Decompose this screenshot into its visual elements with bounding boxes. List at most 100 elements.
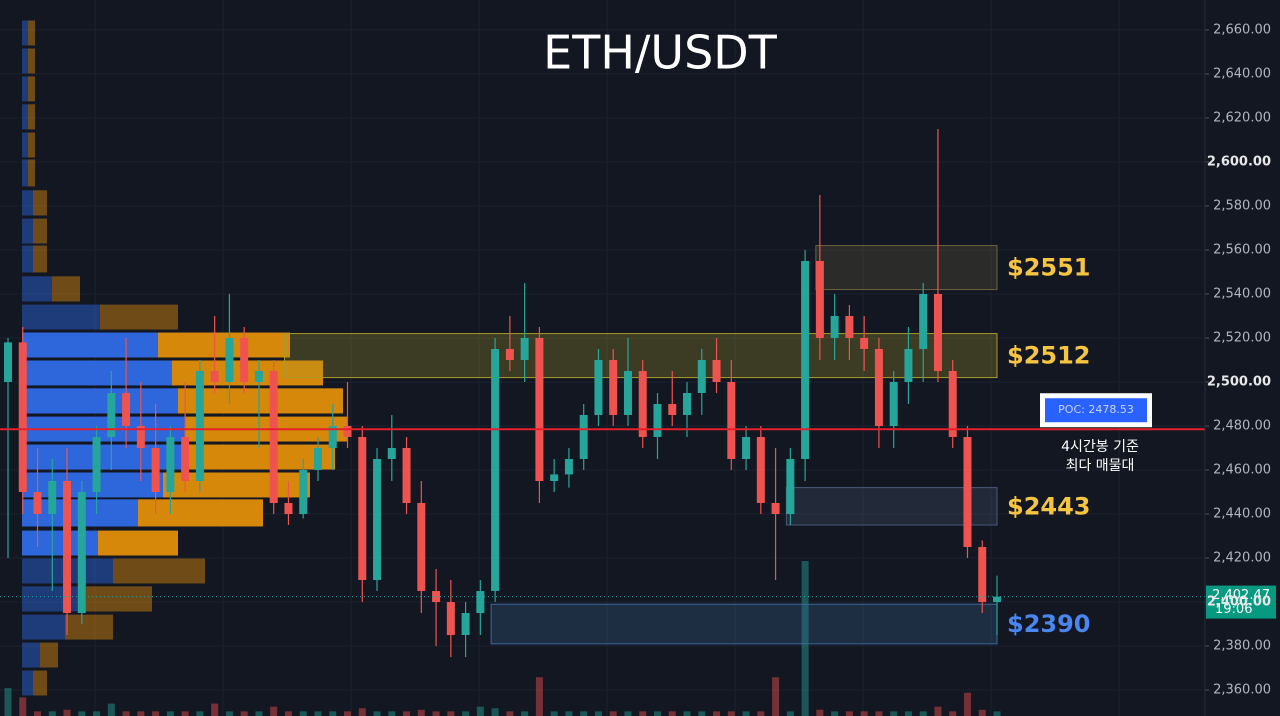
candle-body xyxy=(476,591,485,614)
candle-body xyxy=(107,392,116,437)
y-tick-label: 2,420.00 xyxy=(1213,551,1271,566)
candle-body xyxy=(328,425,337,448)
candle-body xyxy=(742,436,751,459)
volume-bar xyxy=(284,711,292,716)
annotation: 4시간봉 기준 xyxy=(1061,439,1139,455)
candle-body xyxy=(874,348,883,426)
profile-buy xyxy=(22,360,172,386)
candle-body xyxy=(505,348,514,360)
profile-buy xyxy=(22,76,28,102)
candle-body xyxy=(845,315,854,338)
candle-body xyxy=(210,370,219,382)
y-tick-label: 2,480.00 xyxy=(1213,418,1271,433)
candle-body xyxy=(284,503,293,515)
profile-sell xyxy=(138,499,263,527)
candle-body xyxy=(993,596,1001,603)
candle-body xyxy=(254,370,263,382)
zone-box xyxy=(490,603,998,645)
volume-bar xyxy=(904,711,912,716)
candle-body xyxy=(181,436,190,482)
volume-bar xyxy=(34,711,42,716)
volume-bar xyxy=(550,711,558,716)
candle-body xyxy=(520,337,529,360)
candle-body xyxy=(136,425,145,448)
volume-bar xyxy=(152,711,160,716)
poc-box xyxy=(1045,398,1147,423)
volume-bar xyxy=(772,677,780,716)
profile-buy xyxy=(22,444,185,470)
profile-buy xyxy=(22,104,28,130)
profile-sell xyxy=(158,332,290,358)
volume-bar xyxy=(594,711,602,716)
candle-body xyxy=(373,458,382,581)
profile-sell xyxy=(98,530,178,556)
volume-bar xyxy=(639,711,647,716)
volume-bar xyxy=(255,711,263,716)
profile-buy xyxy=(22,642,40,668)
volume-bar xyxy=(344,711,352,716)
volume-bar xyxy=(462,711,470,716)
zone-label: $2390 xyxy=(1007,610,1091,638)
y-tick-label: 2,440.00 xyxy=(1213,507,1271,522)
profile-sell xyxy=(65,614,113,640)
y-tick-label: 2,640.00 xyxy=(1213,66,1271,81)
candle-body xyxy=(579,414,588,459)
candle-body xyxy=(889,381,898,426)
profile-buy xyxy=(22,20,28,46)
volume-bar xyxy=(107,703,115,716)
candle-body xyxy=(550,474,559,482)
candle-body xyxy=(564,458,573,475)
profile-buy xyxy=(22,670,33,696)
volume-bar xyxy=(683,711,691,716)
candle-body xyxy=(446,602,455,636)
y-tick-label: 2,460.00 xyxy=(1213,462,1271,477)
profile-sell xyxy=(33,245,47,273)
candle-body xyxy=(240,337,249,382)
profile-sell xyxy=(28,48,35,74)
candle-body xyxy=(92,436,101,493)
candle-body xyxy=(461,613,470,636)
candle-body xyxy=(978,547,987,603)
profile-buy xyxy=(22,304,100,330)
candle-body xyxy=(756,436,765,504)
volume-bar xyxy=(196,711,204,716)
volume-bar xyxy=(211,703,219,716)
volume-bar xyxy=(831,711,839,716)
profile-sell xyxy=(86,586,152,612)
volume-bar xyxy=(181,711,189,716)
y-tick-label: 2,620.00 xyxy=(1213,110,1271,125)
volume-bar xyxy=(270,706,278,716)
volume-bar xyxy=(934,706,942,716)
volume-bar xyxy=(786,711,794,716)
volume-bar xyxy=(816,709,824,716)
candle-body xyxy=(727,381,736,459)
volume-bar xyxy=(668,711,676,716)
volume-bar xyxy=(875,711,883,716)
volume-bar xyxy=(447,711,455,716)
candle-body xyxy=(18,342,27,493)
candle-body xyxy=(653,403,662,437)
volume-bar xyxy=(432,711,440,716)
chart-title: ETH/USDT xyxy=(543,26,778,80)
profile-sell xyxy=(33,218,47,244)
zone-box xyxy=(785,487,998,526)
candle-body xyxy=(417,503,426,592)
volume-bar xyxy=(757,711,765,716)
profile-buy xyxy=(22,472,163,498)
candle-body xyxy=(4,342,12,382)
volume-bar xyxy=(801,561,809,716)
volume-layer xyxy=(4,561,1001,716)
volume-bar xyxy=(122,711,130,716)
annotation: 최다 매물대 xyxy=(1066,458,1135,474)
zone-box xyxy=(815,245,998,291)
candle-body xyxy=(77,492,86,614)
volume-bar xyxy=(388,711,396,716)
candle-body xyxy=(299,469,308,515)
profile-sell xyxy=(113,558,205,584)
volume-bar xyxy=(993,711,1001,716)
candle-body xyxy=(683,392,692,415)
candle-body xyxy=(151,447,160,493)
volume-bar xyxy=(48,711,56,716)
candle-body xyxy=(402,447,411,504)
